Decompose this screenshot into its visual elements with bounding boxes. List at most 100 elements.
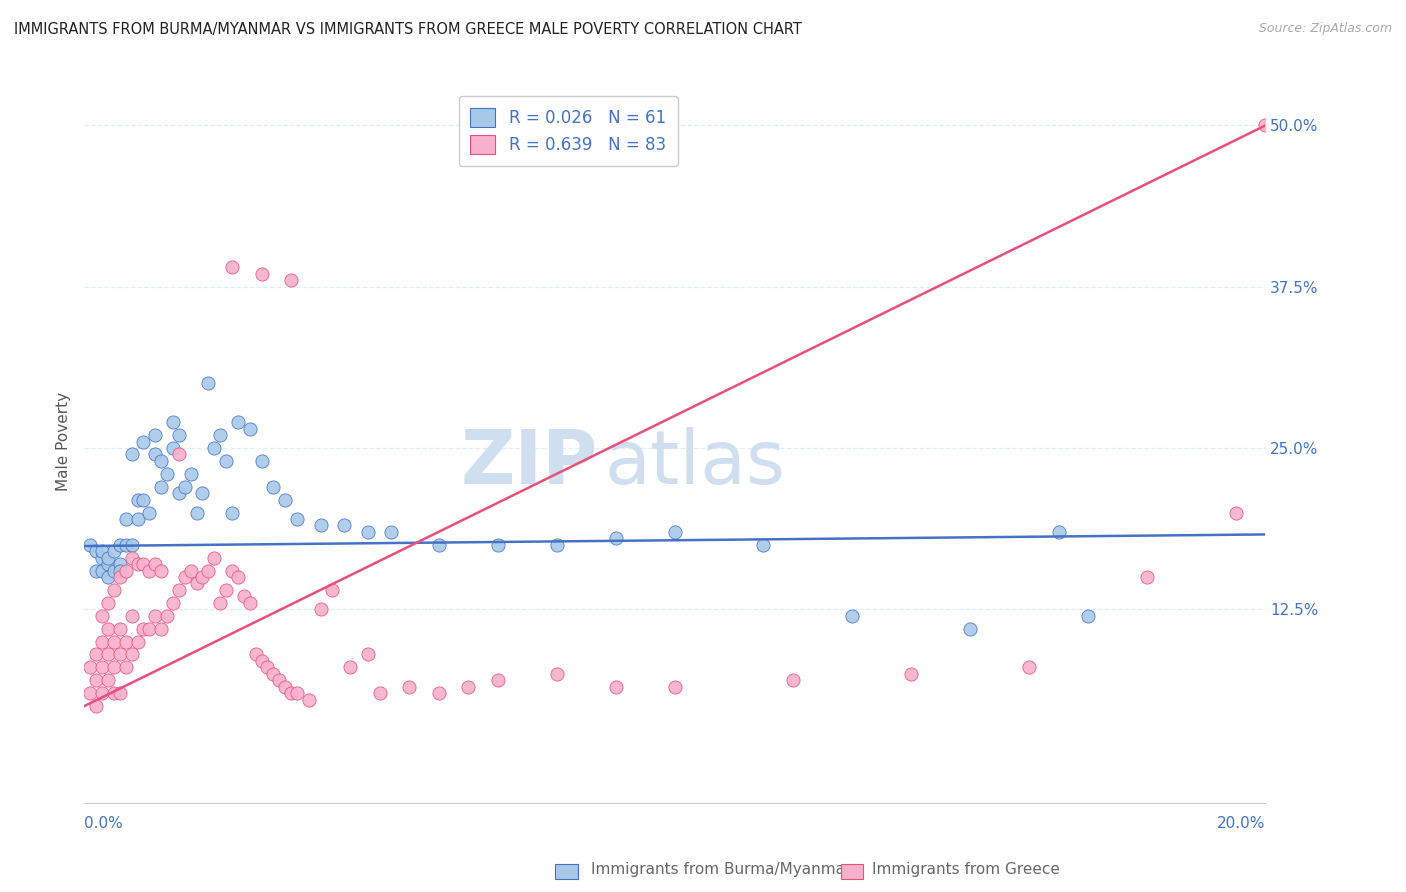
Point xyxy=(262,666,284,681)
Point xyxy=(97,622,120,636)
Point xyxy=(84,673,107,688)
Point xyxy=(167,486,190,500)
Point xyxy=(180,467,202,481)
Point xyxy=(84,544,107,558)
Point xyxy=(167,428,190,442)
Point xyxy=(215,454,238,468)
Point xyxy=(357,524,380,539)
Point xyxy=(427,686,450,700)
Point xyxy=(191,570,214,584)
Point xyxy=(121,550,143,565)
Point xyxy=(108,557,131,571)
Point xyxy=(84,564,107,578)
Point xyxy=(262,480,284,494)
Point xyxy=(250,454,273,468)
Point xyxy=(298,692,321,706)
Point xyxy=(664,524,686,539)
Point xyxy=(209,428,232,442)
Point xyxy=(121,648,143,662)
Point xyxy=(398,680,420,694)
Point xyxy=(91,564,114,578)
Point xyxy=(280,686,302,700)
Point xyxy=(162,596,184,610)
Point xyxy=(368,686,391,700)
Point xyxy=(221,506,243,520)
Point xyxy=(114,564,136,578)
Point xyxy=(114,660,136,674)
Point xyxy=(150,480,173,494)
Point xyxy=(245,648,267,662)
Point xyxy=(143,428,166,442)
Point xyxy=(79,686,101,700)
Point xyxy=(150,454,173,468)
Point xyxy=(114,538,136,552)
Point xyxy=(664,680,686,694)
Point xyxy=(91,608,114,623)
Point xyxy=(138,564,160,578)
Point xyxy=(167,447,190,461)
Point xyxy=(121,447,143,461)
Y-axis label: Male Poverty: Male Poverty xyxy=(56,392,72,491)
Point xyxy=(156,608,179,623)
Point xyxy=(79,660,101,674)
Point xyxy=(103,544,125,558)
Point xyxy=(127,512,149,526)
Point xyxy=(91,660,114,674)
Point xyxy=(132,557,155,571)
Point xyxy=(84,648,107,662)
Point xyxy=(167,582,190,597)
Point xyxy=(103,660,125,674)
Point xyxy=(143,557,166,571)
Point xyxy=(143,447,166,461)
Text: 20.0%: 20.0% xyxy=(1218,815,1265,830)
Point xyxy=(285,686,308,700)
Point xyxy=(103,634,125,648)
Point xyxy=(309,518,332,533)
Text: 0.0%: 0.0% xyxy=(84,815,124,830)
Point xyxy=(127,634,149,648)
Point xyxy=(91,550,114,565)
Text: Immigrants from Greece: Immigrants from Greece xyxy=(872,863,1060,877)
Point xyxy=(138,622,160,636)
Point xyxy=(321,582,343,597)
Point xyxy=(959,622,981,636)
Point xyxy=(127,557,149,571)
Point xyxy=(226,415,249,429)
Point xyxy=(486,673,509,688)
Point xyxy=(841,608,863,623)
Point xyxy=(427,538,450,552)
Point xyxy=(256,660,278,674)
Point xyxy=(91,686,114,700)
Point xyxy=(232,590,254,604)
Point xyxy=(150,564,173,578)
Point xyxy=(274,680,297,694)
Point xyxy=(114,512,136,526)
Point xyxy=(226,570,249,584)
Point xyxy=(79,538,101,552)
Point xyxy=(97,570,120,584)
Point xyxy=(605,531,627,545)
Point xyxy=(250,267,273,281)
Point xyxy=(97,550,120,565)
Point xyxy=(97,596,120,610)
Point xyxy=(215,582,238,597)
Point xyxy=(197,564,219,578)
Point xyxy=(333,518,356,533)
Point xyxy=(108,564,131,578)
Point xyxy=(339,660,361,674)
Point xyxy=(91,634,114,648)
Point xyxy=(605,680,627,694)
Point xyxy=(202,441,225,455)
Point xyxy=(380,524,402,539)
Point xyxy=(900,666,922,681)
Point xyxy=(752,538,775,552)
Point xyxy=(127,492,149,507)
Point xyxy=(108,648,131,662)
Point xyxy=(1254,119,1277,133)
Point xyxy=(457,680,479,694)
Point xyxy=(103,582,125,597)
Point xyxy=(1077,608,1099,623)
Point xyxy=(250,654,273,668)
Point xyxy=(132,434,155,449)
Point xyxy=(486,538,509,552)
